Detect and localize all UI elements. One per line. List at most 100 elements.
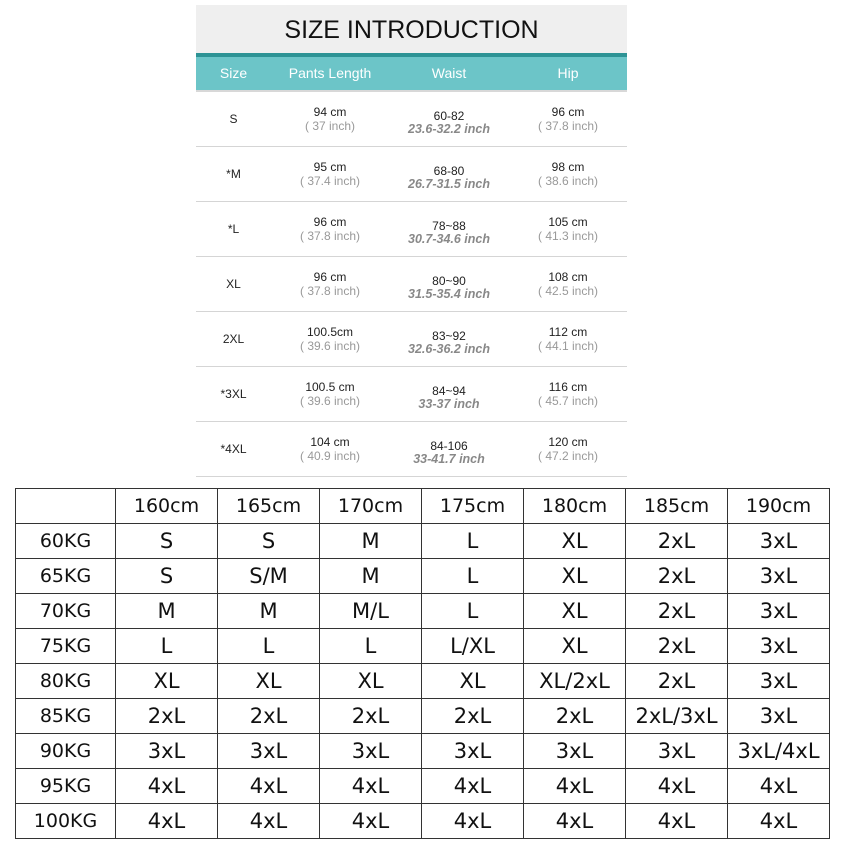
waist-cell: 84-106 33-41.7 inch [389, 433, 509, 465]
hip-cm: 116 cm [548, 380, 588, 394]
size-cell: 4xL [115, 803, 218, 839]
weight-row: 95KG 4xL 4xL 4xL 4xL 4xL 4xL 4xL [15, 768, 830, 804]
waist-cm: 78~88 [432, 219, 466, 233]
hip-cell: 105 cm( 41.3 inch) [509, 215, 627, 243]
size-row: S 94 cm( 37 inch) 60-82 23.6-32.2 inch 96… [196, 92, 627, 147]
weight-label: 75KG [15, 628, 116, 664]
hip-inch: ( 47.2 inch) [537, 449, 599, 463]
waist-cell: 83~92 32.6-36.2 inch [389, 323, 509, 355]
size-cell: 4xL [319, 768, 422, 804]
waist-inch: 26.7-31.5 inch [408, 177, 490, 191]
size-cell: M [217, 593, 320, 629]
waist-cm: 84-106 [430, 439, 468, 453]
size-cell: XL [523, 593, 626, 629]
size-cell: XL/2xL [523, 663, 626, 699]
waist-cm: 60-82 [433, 109, 465, 123]
weight-row: 100KG 4xL 4xL 4xL 4xL 4xL 4xL 4xL [15, 803, 830, 839]
size-cell: 4xL [523, 803, 626, 839]
waist-cm: 83~92 [432, 329, 466, 343]
size-cell: 4xL [727, 768, 830, 804]
weight-label: 65KG [15, 558, 116, 594]
length-cm: 96 cm [313, 270, 347, 284]
size-cell: 3xL [217, 733, 320, 769]
size-cell: 2xL [523, 698, 626, 734]
corner-cell [15, 488, 116, 524]
size-cell: 2xL [115, 698, 218, 734]
hip-cell: 116 cm( 45.7 inch) [509, 380, 627, 408]
height-header: 175cm [421, 488, 524, 524]
size-cell: 3xL [421, 733, 524, 769]
size-cell: M [319, 523, 422, 559]
waist-inch: 23.6-32.2 inch [408, 122, 490, 136]
weight-label: 85KG [15, 698, 116, 734]
size-cell: 2xL [319, 698, 422, 734]
length-inch: ( 39.6 inch) [299, 339, 361, 353]
size-cell: XL [217, 663, 320, 699]
size-cell: L [421, 523, 524, 559]
weight-label: 100KG [15, 803, 116, 839]
size-cell: *4XL [220, 442, 247, 456]
length-cm: 100.5 cm [305, 380, 355, 394]
hip-inch: ( 37.8 inch) [537, 119, 599, 133]
waist-cell: 80~90 31.5-35.4 inch [389, 268, 509, 300]
waist-inch: 33-37 inch [418, 397, 480, 411]
size-cell: 3xL [523, 733, 626, 769]
size-cell: 3xL [727, 628, 830, 664]
weight-label: 80KG [15, 663, 116, 699]
size-cell: L [115, 628, 218, 664]
length-cm: 104 cm [310, 435, 350, 449]
waist-cell: 68-80 26.7-31.5 inch [389, 158, 509, 190]
waist-cm: 84~94 [432, 384, 466, 398]
weight-label: 95KG [15, 768, 116, 804]
size-cell: 2xL [625, 663, 728, 699]
size-cell: L/XL [421, 628, 524, 664]
size-cell: M [319, 558, 422, 594]
size-cell: XL [115, 663, 218, 699]
chart-header-row: 160cm 165cm 170cm 175cm 180cm 185cm 190cm [15, 488, 830, 524]
size-cell: S/M [217, 558, 320, 594]
length-cm: 94 cm [313, 105, 347, 119]
size-cell: XL [319, 663, 422, 699]
size-cell: 4xL [217, 768, 320, 804]
size-cell: 2xL [625, 558, 728, 594]
waist-cm: 80~90 [432, 274, 466, 288]
weight-label: 60KG [15, 523, 116, 559]
hip-cm: 108 cm [548, 270, 588, 284]
size-intro-header: Size Pants Length Waist Hip [196, 57, 627, 92]
size-cell: 4xL [319, 803, 422, 839]
size-cell: XL [523, 558, 626, 594]
size-cell: 2XL [222, 332, 245, 346]
size-cell: XL [523, 628, 626, 664]
weight-row: 90KG 3xL 3xL 3xL 3xL 3xL 3xL 3xL/4xL [15, 733, 830, 769]
pants-length-cell: 100.5 cm( 39.6 inch) [271, 380, 389, 408]
weight-row: 75KG L L L L/XL XL 2xL 3xL [15, 628, 830, 664]
height-header: 165cm [217, 488, 320, 524]
pants-length-cell: 95 cm( 37.4 inch) [271, 160, 389, 188]
size-cell: L [319, 628, 422, 664]
size-cell: M/L [319, 593, 422, 629]
hip-cell: 120 cm( 47.2 inch) [509, 435, 627, 463]
size-cell: 3xL [727, 698, 830, 734]
hip-cell: 108 cm( 42.5 inch) [509, 270, 627, 298]
size-cell: 4xL [727, 803, 830, 839]
size-cell: S [115, 558, 218, 594]
size-introduction-table: SIZE INTRODUCTION Size Pants Length Wais… [196, 5, 627, 477]
size-cell: S [217, 523, 320, 559]
size-cell: L [217, 628, 320, 664]
size-cell: S [115, 523, 218, 559]
pants-length-cell: 104 cm( 40.9 inch) [271, 435, 389, 463]
waist-cm: 68-80 [433, 164, 465, 178]
waist-cell: 60-82 23.6-32.2 inch [389, 103, 509, 135]
size-cell: XL [421, 663, 524, 699]
hip-inch: ( 44.1 inch) [537, 339, 599, 353]
size-cell: 2xL [625, 628, 728, 664]
hip-cell: 112 cm( 44.1 inch) [509, 325, 627, 353]
size-cell: 2xL [217, 698, 320, 734]
size-row: *4XL 104 cm( 40.9 inch) 84-106 33-41.7 in… [196, 422, 627, 477]
waist-inch: 33-41.7 inch [413, 452, 485, 466]
size-cell: 3xL [727, 663, 830, 699]
length-cm: 95 cm [313, 160, 347, 174]
weight-row: 65KG S S/M M L XL 2xL 3xL [15, 558, 830, 594]
height-header: 180cm [523, 488, 626, 524]
hip-cell: 96 cm( 37.8 inch) [509, 105, 627, 133]
